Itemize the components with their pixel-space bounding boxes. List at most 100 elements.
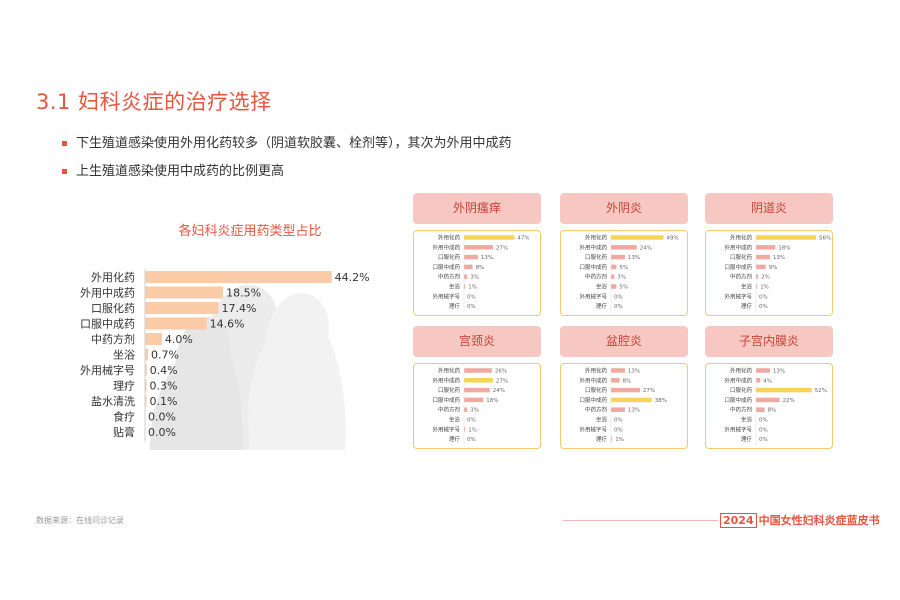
panel-bar-chart: 外用化药 47% 外用中成药 27% 口服化药 13% 口服中成药 8% 中药方剂 3% 坐浴 1% 外… <box>432 234 530 313</box>
panel-category-label: 口服中成药 <box>579 396 607 404</box>
panel-bar <box>464 254 478 260</box>
panel-bar <box>611 235 664 240</box>
main-chart-bar <box>145 333 162 345</box>
report-brand: 2024 中国女性妇科炎症蓝皮书 <box>720 512 880 528</box>
panel-bar-chart: 外用化药 56% 外用中成药 18% 口服化药 13% 口服中成药 9% 中药方剂 2% 坐浴 1% 外… <box>724 234 831 313</box>
panel-value-label: 18% <box>778 245 790 251</box>
panel-bar <box>756 397 780 403</box>
panel-bar <box>464 427 466 432</box>
panel-bar <box>756 245 776 250</box>
main-chart-category-label: 外用化药 <box>91 270 135 284</box>
panel-value-label: 24% <box>493 388 505 394</box>
panel-value-label: 8% <box>623 378 632 384</box>
panel-value-label: 52% <box>815 388 827 394</box>
main-chart-value-label: 0.7% <box>151 349 179 362</box>
main-chart-title: 各妇科炎症用药类型占比 <box>178 224 322 239</box>
main-chart-bar <box>145 302 219 314</box>
panel-bar <box>611 407 625 412</box>
panel-category-label: 理疗 <box>596 302 608 310</box>
panel-chart-box: 外用化药 47% 外用中成药 27% 口服化药 13% 口服中成药 8% 中药方剂 3% 坐浴 1% 外… <box>413 230 541 316</box>
panel-category-label: 口服中成药 <box>432 396 460 404</box>
panel-bar <box>464 397 484 403</box>
panel-category-label: 理疗 <box>741 435 753 443</box>
main-chart-value-label: 0.1% <box>150 395 178 408</box>
panel-bar <box>464 407 468 412</box>
footer-divider <box>563 520 718 521</box>
panel-bar <box>756 284 758 289</box>
panel-category-label: 中药方剂 <box>585 273 608 281</box>
panel-bar <box>611 274 615 279</box>
panel-category-label: 外用械字号 <box>432 292 460 300</box>
panel-bar <box>611 254 625 260</box>
panel-value-label: 0% <box>759 437 768 443</box>
panel-bar <box>464 235 515 240</box>
panel-category-label: 外用械字号 <box>724 425 752 433</box>
panel-category-label: 口服中成药 <box>724 396 752 404</box>
data-source: 数据来源：在线问诊记录 <box>36 516 124 525</box>
main-chart-bar <box>145 379 147 392</box>
panel-category-label: 外用中成药 <box>432 376 460 384</box>
panel-bar <box>611 264 617 270</box>
main-chart-category-label: 口服中成药 <box>80 318 135 331</box>
brand-year: 2024 <box>720 513 757 528</box>
main-chart-category-label: 外用械字号 <box>80 363 135 377</box>
panel-category-label: 外用化药 <box>438 367 461 375</box>
panel-category-label: 外用械字号 <box>579 292 607 300</box>
main-chart-bar <box>145 286 224 299</box>
panel-title: 盆腔炎 <box>560 326 688 357</box>
panel-value-label: 0% <box>467 418 476 424</box>
panel-value-label: 3% <box>470 408 479 414</box>
panel-category-label: 外用化药 <box>438 234 461 242</box>
panel-value-label: 0% <box>759 304 768 310</box>
main-chart-category-label: 外用中成药 <box>80 287 135 300</box>
main-chart-category-label: 理疗 <box>113 379 135 393</box>
panel-bar <box>611 245 637 250</box>
panel-category-label: 坐浴 <box>741 283 753 291</box>
bullet-item-2: 上生殖道感染使用中成药的比例更高 <box>62 162 512 190</box>
panel-category-label: 口服化药 <box>438 253 461 261</box>
panel-bar <box>756 254 770 260</box>
panel-value-label: 38% <box>655 398 667 404</box>
panel-bar <box>611 378 620 383</box>
panel-title: 子宫内膜炎 <box>705 326 833 357</box>
main-chart-value-label: 4.0% <box>165 333 193 346</box>
main-chart-category-label: 坐浴 <box>113 349 135 362</box>
panel-category-label: 口服中成药 <box>432 263 460 271</box>
panel-category-label: 中药方剂 <box>730 273 753 281</box>
panel-category-label: 口服化药 <box>438 386 461 394</box>
panel-category-label: 外用化药 <box>730 234 753 242</box>
main-chart-bar <box>145 271 332 283</box>
panel-category-label: 口服化药 <box>730 253 753 261</box>
panel-title: 外阴炎 <box>560 193 688 224</box>
panel-chart-box: 外用化药 49% 外用中成药 24% 口服化药 13% 口服中成药 5% 中药方剂 3% 坐浴 5% 外… <box>560 230 688 316</box>
main-chart-value-label: 44.2% <box>335 271 370 284</box>
panel-value-label: 24% <box>640 245 652 251</box>
panel-chart-box: 外用化药 56% 外用中成药 18% 口服化药 13% 口服中成药 9% 中药方剂 2% 坐浴 1% 外… <box>705 230 833 316</box>
panel-value-label: 0% <box>759 427 768 433</box>
panel-value-label: 1% <box>468 285 477 291</box>
panel-category-label: 坐浴 <box>449 416 461 424</box>
panel-value-label: 8% <box>768 408 777 414</box>
panel-category-label: 中药方剂 <box>438 273 461 281</box>
main-chart-value-label: 18.5% <box>226 287 261 300</box>
panel-value-label: 0% <box>614 427 623 433</box>
panel-bar <box>756 407 765 412</box>
panel-value-label: 13% <box>628 408 640 414</box>
panel-bar-chart: 外用化药 49% 外用中成药 24% 口服化药 13% 口服中成药 5% 中药方剂 3% 坐浴 5% 外… <box>579 234 679 313</box>
panel-category-label: 外用中成药 <box>579 243 607 251</box>
panel-value-label: 0% <box>467 304 476 310</box>
panel-chart-box: 外用化药 13% 外用中成药 4% 口服化药 52% 口服中成药 22% 中药方剂 8% 坐浴 0% 外… <box>705 363 833 449</box>
panel-value-label: 13% <box>628 369 640 375</box>
main-chart-value-label: 0.0% <box>148 411 176 424</box>
panel-bar <box>611 387 640 393</box>
panel-category-label: 中药方剂 <box>585 406 608 414</box>
main-chart-category-label: 食疗 <box>113 410 135 424</box>
panel-value-label: 49% <box>667 236 679 242</box>
panel-bar <box>611 284 617 289</box>
panel-bar <box>611 436 613 442</box>
panel-category-label: 理疗 <box>449 302 461 310</box>
page-title: 3.1 妇科炎症的治疗选择 <box>36 90 272 114</box>
panel-value-label: 22% <box>783 398 795 404</box>
panel-category-label: 理疗 <box>449 435 461 443</box>
main-chart-bar <box>145 348 148 361</box>
